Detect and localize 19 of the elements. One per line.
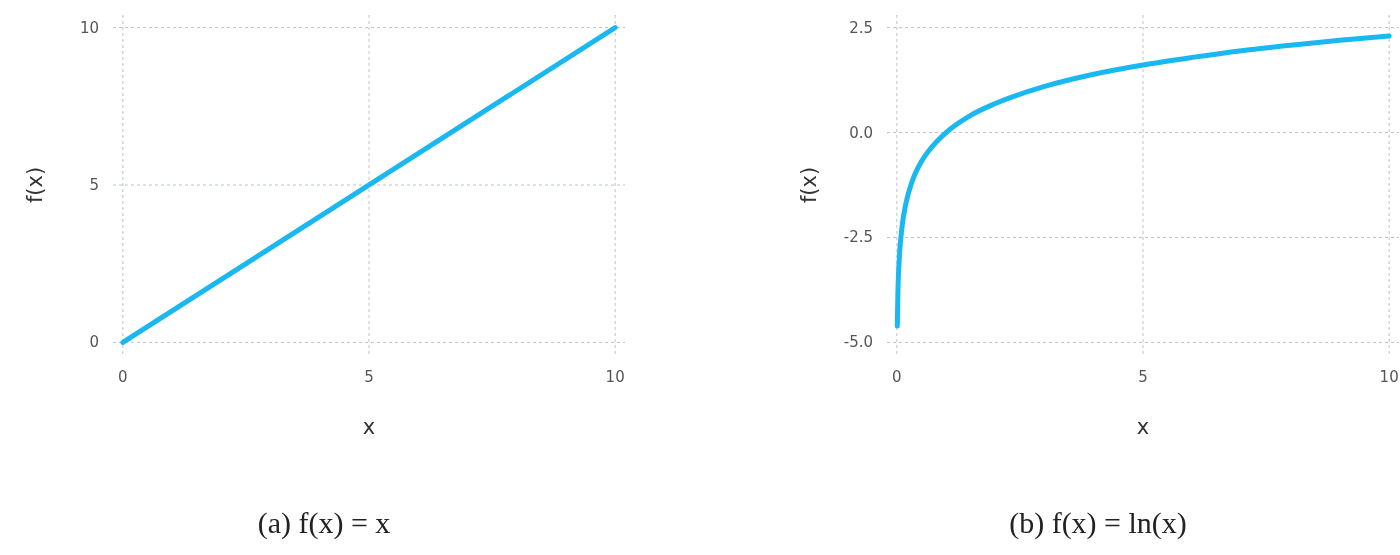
- x-tick-label: 5: [1138, 368, 1148, 386]
- x-tick-label: 0: [118, 368, 128, 386]
- text: (a) f(x) = x: [257, 506, 391, 540]
- y-tick-label: 10: [79, 18, 99, 37]
- x-tick-label: 10: [605, 368, 625, 386]
- y-tick-label: 2.5: [849, 18, 873, 37]
- text: (b) f(x) = ln(x): [1009, 506, 1187, 540]
- x-tick-label: 0: [892, 368, 902, 386]
- y-tick-label: -5.0: [843, 333, 873, 352]
- x-tick-label: 10: [1379, 368, 1399, 386]
- x-tick-label: 5: [364, 368, 374, 386]
- y-tick-label: 0.0: [849, 123, 873, 142]
- y-axis-title: f(x): [23, 166, 47, 204]
- y-axis-title: f(x): [797, 166, 821, 204]
- y-tick-label: 5: [89, 176, 99, 194]
- x-axis-title: x: [1136, 415, 1150, 439]
- y-tick-label: 0: [89, 333, 99, 352]
- x-axis-title: x: [362, 415, 376, 439]
- y-tick-label: -2.5: [843, 228, 873, 247]
